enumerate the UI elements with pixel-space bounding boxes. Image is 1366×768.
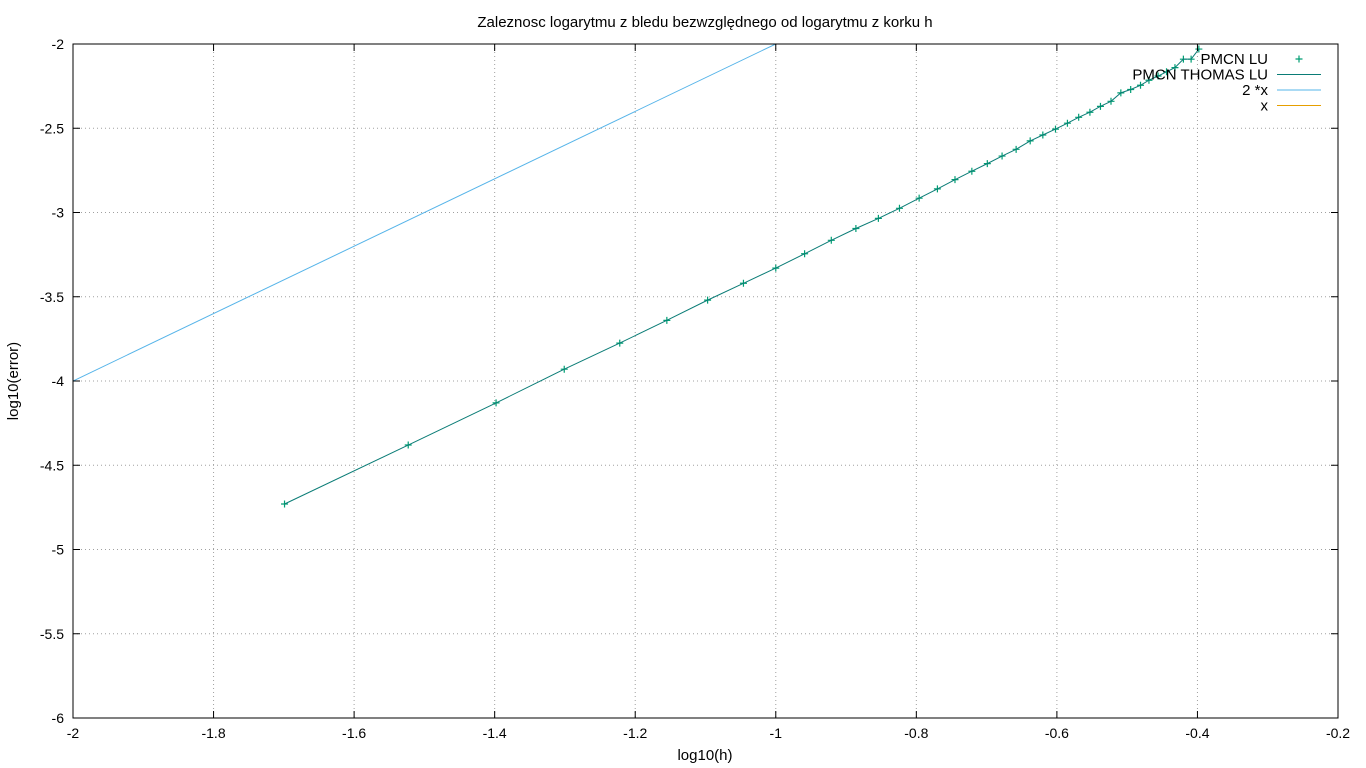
legend-label: x (1261, 98, 1269, 115)
y-tick-label: -3.5 (40, 289, 64, 305)
series-line (73, 44, 776, 382)
y-tick-label: -4 (52, 373, 65, 389)
x-tick-label: -1.4 (483, 725, 507, 741)
plot-area (73, 44, 1203, 508)
y-axis-label: log10(error) (5, 342, 22, 420)
grid (73, 44, 1338, 718)
x-axis-label: log10(h) (677, 747, 732, 764)
legend-label: PMCN LU (1200, 51, 1268, 68)
x-tick-label: -0.4 (1185, 725, 1209, 741)
data-point (281, 500, 289, 508)
y-tick-label: -6 (52, 710, 65, 726)
y-tick-label: -5.5 (40, 626, 64, 642)
y-tick-label: -4.5 (40, 457, 64, 473)
legend-marker (1295, 55, 1303, 63)
x-tick-label: -1.8 (201, 725, 225, 741)
x-tick-label: -0.2 (1326, 725, 1350, 741)
y-tick-label: -2.5 (40, 120, 64, 136)
y-tick-label: -3 (52, 205, 65, 221)
legend-label: PMCN THOMAS LU (1132, 67, 1268, 84)
x-tick-label: -0.8 (904, 725, 928, 741)
y-tick-label: -5 (52, 542, 65, 558)
series-line (284, 48, 1200, 505)
chart-title: Zaleznosc logarytmu z bledu bezwzględneg… (477, 14, 932, 31)
series-group (73, 44, 1203, 508)
y-tick-label: -2 (52, 36, 65, 52)
x-tick-label: -2 (67, 725, 80, 741)
x-tick-label: -1.2 (623, 725, 647, 741)
legend-label: 2 *x (1242, 82, 1268, 99)
axis-ticks: -2 -1.8 -1.6 -1.4 -1.2 -1 -0.8 -0.6 -0.4 -0.2 -2 -2… (40, 36, 1350, 741)
x-tick-label: -1.6 (342, 725, 366, 741)
x-tick-label: -1 (770, 725, 783, 741)
x-tick-label: -0.6 (1045, 725, 1069, 741)
